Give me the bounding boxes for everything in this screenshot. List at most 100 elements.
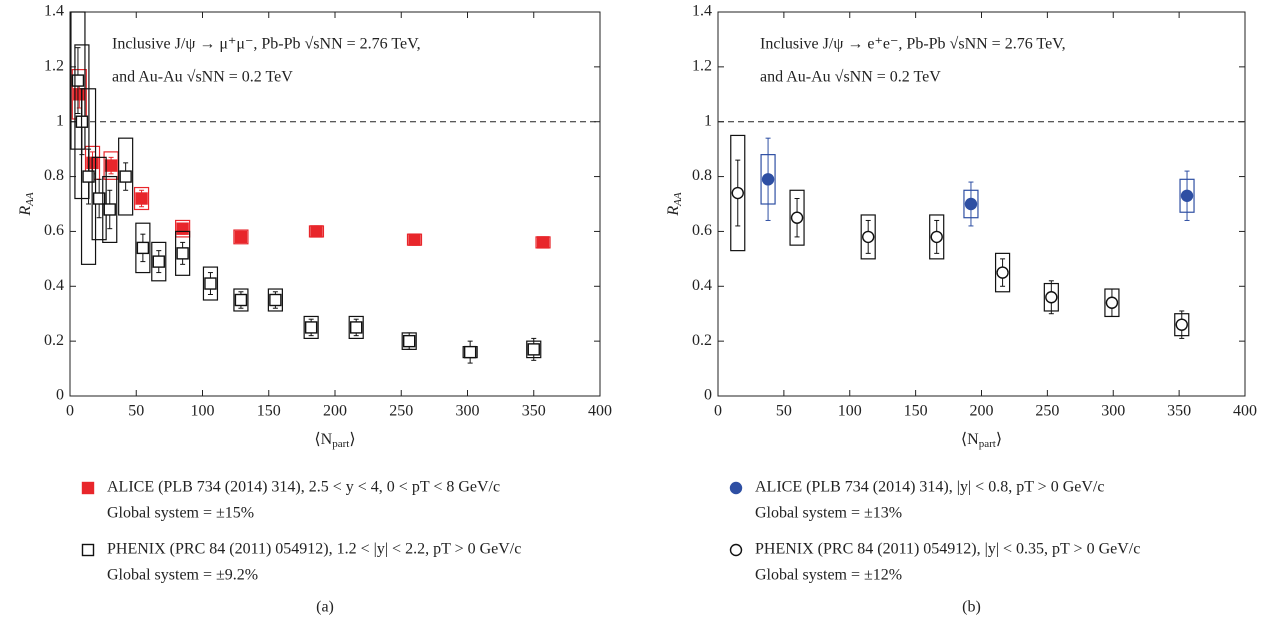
sys-box [80,88,97,265]
y-tick-label: 1 [704,112,712,129]
sys-box [929,214,945,260]
marker [1175,318,1188,331]
legend-note: Global system = ±12% [755,567,902,584]
marker [790,211,804,224]
marker [403,334,416,348]
sys-box [994,252,1011,293]
y-axis-label: RAA [17,192,36,217]
y-tick-label: 0 [704,387,712,404]
marker [527,343,540,356]
marker [82,170,95,183]
marker [304,321,318,334]
y-tick-label: 0.4 [44,277,64,294]
annotation: Inclusive J/ψ → μ⁺μ⁻, Pb-Pb √sNN = 2.76 … [112,36,421,53]
sys-box [233,229,249,245]
x-tick-label: 150 [257,403,281,420]
sys-box [70,11,86,150]
x-tick-label: 100 [191,403,215,420]
marker [119,170,132,183]
marker [761,173,775,186]
x-tick-label: 250 [389,403,413,420]
marker [930,230,943,244]
x-tick-label: 50 [128,403,144,420]
y-tick-label: 1 [56,112,64,129]
y-label-main: R [17,206,34,217]
sys-box [233,288,249,312]
x-label-main: ⟨N [314,431,332,448]
marker [964,197,978,211]
y-label-main: R [665,206,682,217]
marker [135,192,148,205]
legend-label: ALICE (PLB 734 (2014) 314), |y| < 0.8, p… [755,479,1104,496]
sys-box [135,222,151,274]
y-tick-label: 0.2 [44,332,64,349]
x-tick-label: 300 [456,403,480,420]
marker [104,159,118,172]
legend-note: Global system = ±9.2% [107,567,258,584]
y-label-sub: AA [24,192,36,207]
y-tick-label: 0.2 [692,332,712,349]
marker [234,230,248,244]
marker [204,277,217,290]
sys-box [175,219,191,238]
x-tick-label: 200 [323,403,347,420]
annotation: Inclusive J/ψ → e⁺e⁻, Pb-Pb √sNN = 2.76 … [760,36,1066,53]
caption: (a) [316,599,334,616]
sys-box [267,288,283,312]
legend-label: PHENIX (PRC 84 (2011) 054912), |y| < 0.3… [755,541,1140,558]
legend-marker [81,481,95,495]
x-tick-label: 0 [714,403,722,420]
x-tick-label: 300 [1101,403,1125,420]
sys-box [118,137,134,216]
y-tick-label: 1.4 [692,3,712,20]
sys-box [789,189,805,246]
y-axis-label: RAA [665,192,684,217]
marker [176,247,189,260]
marker [234,293,248,307]
y-tick-label: 1.2 [692,58,712,75]
sys-box [175,230,191,276]
marker [536,236,550,249]
sys-box [348,315,364,340]
marker [1105,296,1119,309]
marker [176,222,189,235]
annotation: and Au-Au √sNN = 0.2 TeV [112,69,293,86]
x-tick-label: 200 [970,403,994,420]
x-label-end: ⟩ [996,431,1002,448]
y-label-sub: AA [672,192,684,207]
marker [152,255,165,268]
caption: (b) [962,599,981,616]
annotation: and Au-Au √sNN = 0.2 TeV [760,69,941,86]
legend-marker [81,543,95,557]
x-tick-label: 400 [588,403,612,420]
marker [269,293,282,307]
y-tick-label: 1.4 [44,3,64,20]
legend-marker [729,481,743,495]
marker [861,230,875,244]
y-tick-label: 0.6 [692,222,712,239]
marker [350,321,363,334]
x-label-end: ⟩ [349,431,355,448]
legend-label: PHENIX (PRC 84 (2011) 054912), 1.2 < |y|… [107,541,521,558]
x-label-main: ⟨N [961,431,979,448]
legend-marker [729,543,743,557]
legend-note: Global system = ±13% [755,505,902,522]
legend-note: Global system = ±15% [107,505,254,522]
x-tick-label: 0 [66,403,74,420]
y-tick-label: 0.6 [44,222,64,239]
sys-box [303,315,319,340]
marker [136,241,150,255]
marker [996,266,1009,279]
sys-box [102,175,118,244]
legend-label: ALICE (PLB 734 (2014) 314), 2.5 < y < 4,… [107,479,500,496]
x-label-sub: part [332,438,349,450]
x-tick-label: 50 [776,403,792,420]
x-tick-label: 250 [1035,403,1059,420]
marker [1045,291,1058,304]
marker [463,345,477,359]
sys-box [730,134,746,252]
sys-box [202,266,219,301]
y-tick-label: 0.8 [692,167,712,184]
x-tick-label: 400 [1233,403,1257,420]
y-tick-label: 0.4 [692,277,712,294]
